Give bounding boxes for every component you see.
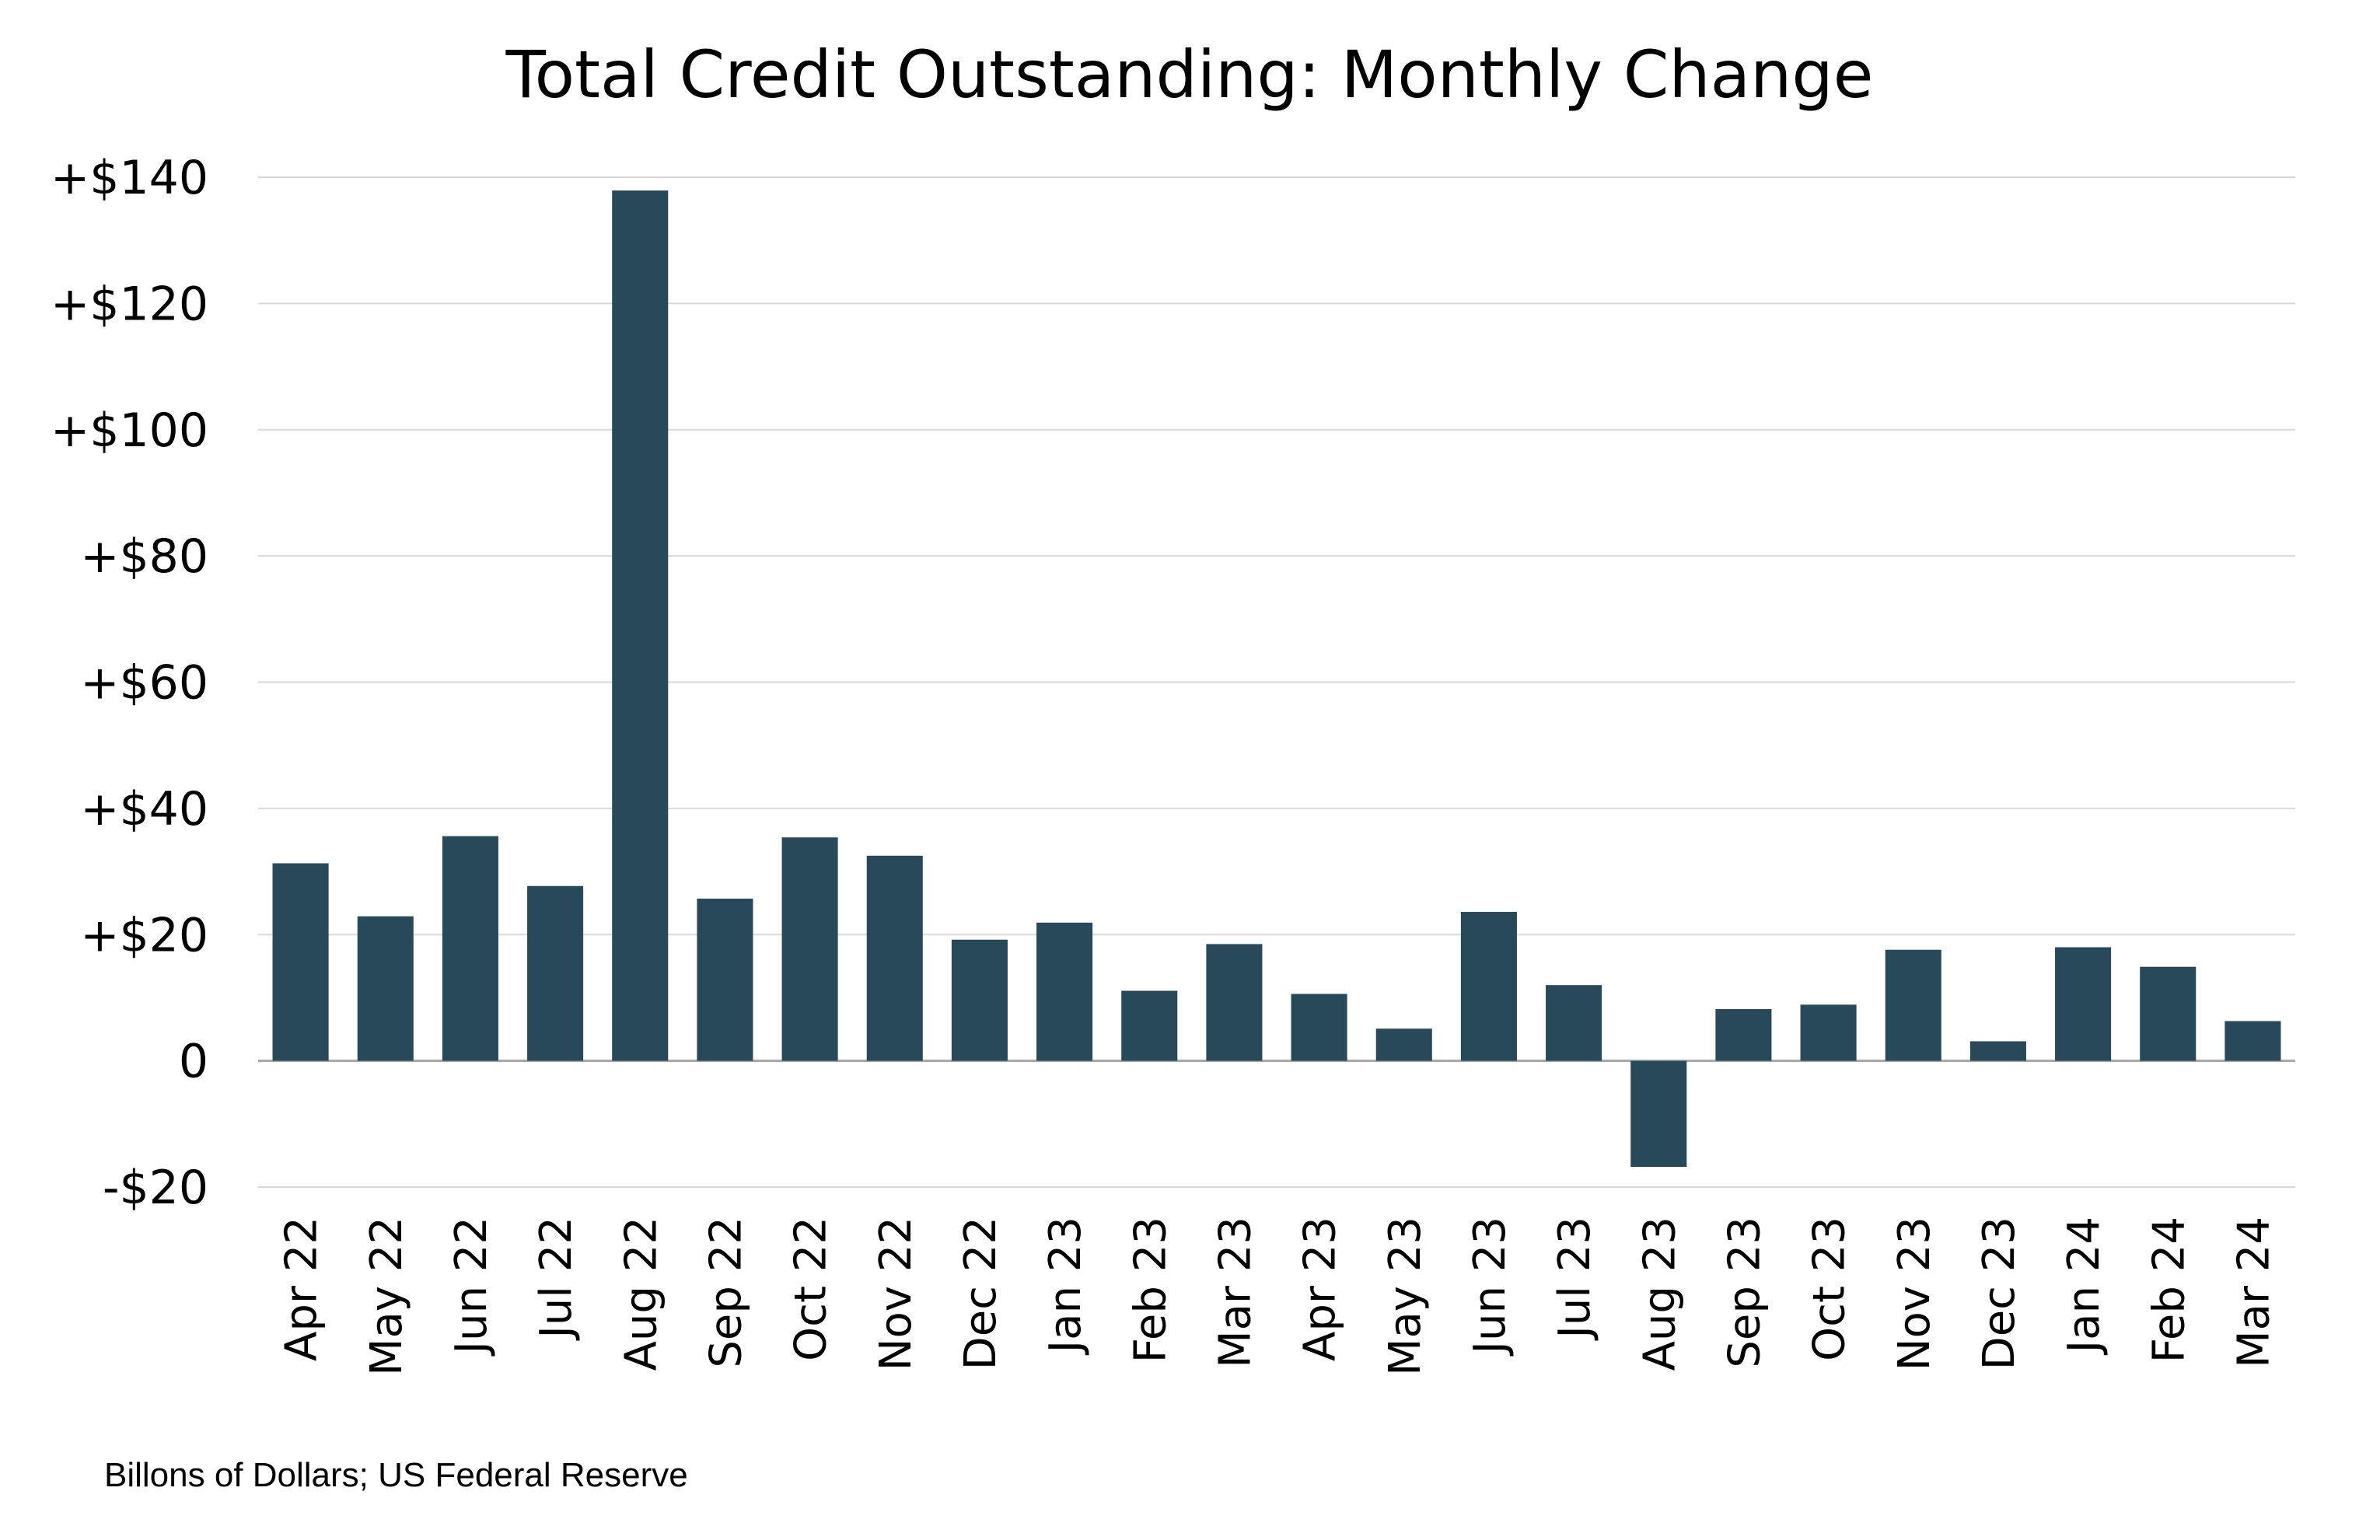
- x-tick-label: Jun 23: [1465, 1217, 1515, 1357]
- bar: [272, 863, 329, 1061]
- bar: [1121, 990, 1178, 1061]
- x-tick-label: Feb 23: [1125, 1217, 1176, 1363]
- bar: [527, 885, 584, 1061]
- x-tick-label: Aug 23: [1634, 1217, 1685, 1371]
- x-tick-label: Apr 23: [1295, 1217, 1346, 1361]
- x-tick-label: Mar 23: [1210, 1217, 1260, 1368]
- x-tick-label: Sep 22: [701, 1217, 751, 1368]
- x-tick-label: Apr 22: [277, 1217, 327, 1361]
- bars: [272, 190, 2281, 1168]
- bar: [1375, 1028, 1432, 1061]
- y-tick-label: +$100: [51, 403, 208, 458]
- y-tick-label: +$60: [80, 656, 208, 711]
- chart-title: Total Credit Outstanding: Monthly Change: [505, 37, 1874, 113]
- bar: [1206, 944, 1263, 1061]
- bar: [1036, 922, 1093, 1061]
- x-tick-label: Jan 23: [1040, 1217, 1091, 1355]
- x-tick-label: Mar 24: [2228, 1217, 2279, 1368]
- x-tick-label: Jul 22: [531, 1217, 582, 1341]
- bar: [866, 855, 923, 1061]
- x-tick-label: Aug 22: [616, 1217, 666, 1371]
- bar: [1546, 985, 1602, 1061]
- y-axis-ticks: -$20 0 +$20 +$40 +$60 +$80 +$100 +$120 +$140: [51, 151, 208, 1215]
- bar: [357, 916, 414, 1061]
- y-tick-label: +$40: [80, 782, 208, 836]
- source-note: Billons of Dollars; US Federal Reserve: [104, 1456, 688, 1494]
- x-tick-label: Feb 24: [2144, 1217, 2194, 1363]
- bar: [1460, 912, 1517, 1061]
- x-tick-label: Nov 22: [871, 1217, 921, 1371]
- y-tick-label: 0: [179, 1035, 208, 1089]
- x-tick-label: Nov 23: [1889, 1217, 1940, 1371]
- bar: [612, 190, 669, 1061]
- bar: [442, 836, 498, 1061]
- bar: [1885, 949, 1941, 1061]
- bar: [2224, 1021, 2281, 1061]
- bar: [951, 939, 1008, 1061]
- y-tick-label: +$120: [51, 277, 208, 331]
- x-tick-label: May 22: [362, 1217, 412, 1376]
- bar: [697, 898, 753, 1061]
- x-tick-label: May 23: [1380, 1217, 1431, 1376]
- x-tick-label: Dec 23: [1974, 1217, 2025, 1370]
- bar: [1291, 993, 1347, 1061]
- y-tick-label: +$140: [51, 151, 208, 205]
- y-tick-label: +$80: [80, 529, 208, 584]
- bar: [1630, 1060, 1687, 1168]
- bar: [2140, 966, 2197, 1061]
- x-tick-label: Jan 24: [2059, 1217, 2109, 1355]
- bar: [1800, 1004, 1857, 1061]
- x-tick-label: Oct 22: [786, 1217, 837, 1361]
- bar: [781, 837, 838, 1061]
- x-axis-ticks: Apr 22 May 22 Jun 22 Jul 22 Aug 22 Sep 22 Oct …: [277, 1217, 2280, 1376]
- bar: [1715, 1009, 1772, 1061]
- gridlines: [258, 176, 2295, 1188]
- bar: [1969, 1041, 2026, 1061]
- x-tick-label: Oct 23: [1805, 1217, 1855, 1361]
- x-tick-label: Sep 23: [1719, 1217, 1770, 1368]
- x-tick-label: Jun 22: [446, 1217, 497, 1357]
- y-tick-label: -$20: [103, 1161, 208, 1215]
- x-tick-label: Jul 23: [1550, 1217, 1600, 1341]
- y-tick-label: +$20: [80, 908, 208, 962]
- x-tick-label: Dec 22: [956, 1217, 1006, 1370]
- bar: [2055, 947, 2112, 1061]
